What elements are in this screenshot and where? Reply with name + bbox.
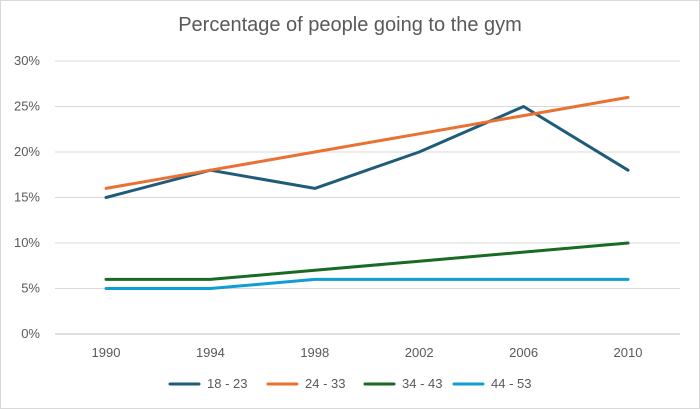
x-tick-label: 1998 <box>300 345 329 360</box>
legend-label-2: 24 - 33 <box>305 376 345 391</box>
series-line-4 <box>104 277 630 290</box>
gridlines <box>55 60 680 335</box>
y-tick-label: 30% <box>14 53 40 68</box>
x-tick-label: 1990 <box>92 345 121 360</box>
series-line-2 <box>104 95 630 190</box>
y-tick-label: 10% <box>14 235 40 250</box>
x-tick-label: 2002 <box>405 345 434 360</box>
y-tick-label: 15% <box>14 190 40 205</box>
series-line-3 <box>104 241 630 281</box>
chart-title: Percentage of people going to the gym <box>178 14 522 36</box>
y-tick-label: 20% <box>14 144 40 159</box>
y-tick-label: 25% <box>14 99 40 114</box>
legend-label-3: 34 - 43 <box>402 376 442 391</box>
x-tick-label: 2006 <box>509 345 538 360</box>
legend-label-4: 44 - 53 <box>491 376 531 391</box>
legend-label-1: 18 - 23 <box>207 376 247 391</box>
y-tick-label: 5% <box>21 281 40 296</box>
y-tick-label: 0% <box>21 326 40 341</box>
x-tick-label: 1994 <box>196 345 225 360</box>
x-tick-label: 2010 <box>614 345 643 360</box>
